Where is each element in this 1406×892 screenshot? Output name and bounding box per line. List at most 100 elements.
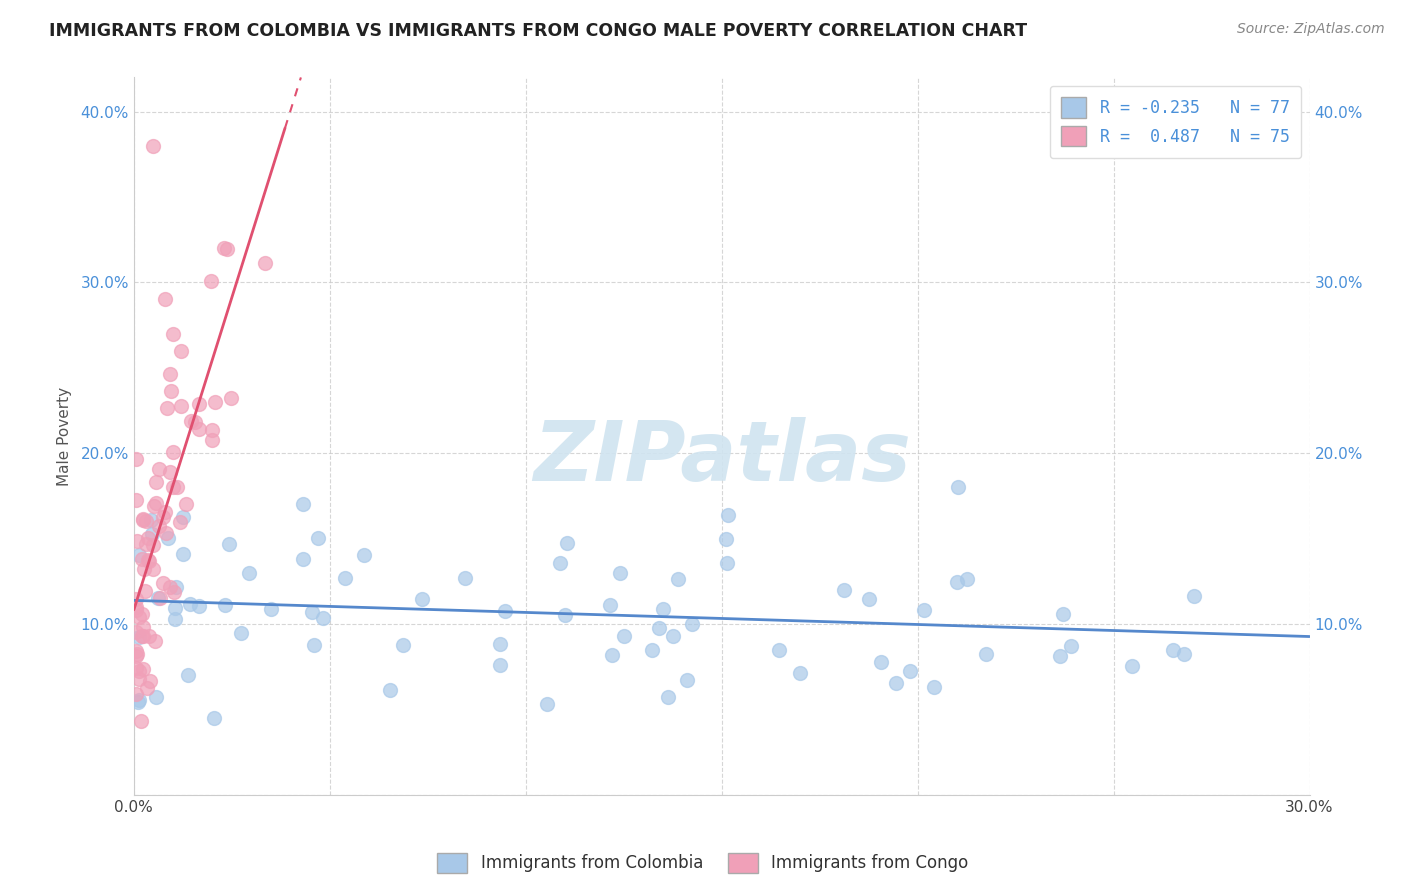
- Point: [162, 326, 184, 341]
- Point: [163, 612, 186, 626]
- Point: [136, 681, 159, 695]
- Point: [221, 391, 243, 405]
- Point: [946, 480, 969, 494]
- Point: [600, 648, 623, 662]
- Point: [254, 256, 277, 270]
- Point: [138, 629, 160, 643]
- Point: [392, 638, 415, 652]
- Point: [184, 415, 207, 429]
- Point: [142, 562, 165, 576]
- Point: [125, 660, 148, 674]
- Point: [555, 536, 578, 550]
- Point: [125, 624, 148, 639]
- Point: [142, 538, 165, 552]
- Point: [717, 508, 740, 523]
- Point: [212, 241, 235, 255]
- Point: [187, 599, 209, 614]
- Point: [657, 690, 679, 705]
- Point: [131, 629, 153, 643]
- Point: [652, 602, 675, 616]
- Point: [160, 384, 183, 399]
- Point: [307, 531, 329, 545]
- Point: [204, 395, 226, 409]
- Point: [155, 293, 177, 307]
- Point: [789, 665, 811, 680]
- Point: [135, 537, 157, 551]
- Point: [176, 497, 198, 511]
- Point: [159, 367, 181, 381]
- Point: [170, 400, 193, 414]
- Point: [832, 583, 855, 598]
- Point: [946, 575, 969, 590]
- Point: [142, 138, 165, 153]
- Point: [156, 401, 179, 416]
- Point: [956, 572, 979, 586]
- Point: [200, 274, 222, 288]
- Point: [125, 687, 148, 701]
- Point: [148, 518, 170, 533]
- Point: [132, 512, 155, 526]
- Point: [716, 556, 738, 570]
- Point: [125, 599, 148, 614]
- Point: [548, 556, 571, 570]
- Point: [1161, 643, 1184, 657]
- Point: [301, 605, 323, 619]
- Point: [145, 690, 167, 704]
- Point: [125, 648, 148, 663]
- Point: [488, 637, 510, 651]
- Point: [125, 493, 148, 508]
- Point: [858, 591, 880, 606]
- Point: [454, 571, 477, 585]
- Point: [662, 629, 685, 643]
- Point: [159, 465, 181, 479]
- Point: [159, 580, 181, 594]
- Point: [214, 599, 236, 613]
- Point: [411, 591, 433, 606]
- Point: [870, 655, 893, 669]
- Point: [127, 534, 149, 549]
- Point: [260, 602, 283, 616]
- Point: [136, 531, 159, 545]
- Point: [217, 242, 239, 256]
- Point: [884, 675, 907, 690]
- Text: Source: ZipAtlas.com: Source: ZipAtlas.com: [1237, 22, 1385, 37]
- Point: [162, 445, 184, 459]
- Point: [609, 566, 631, 581]
- Point: [131, 620, 153, 634]
- Point: [335, 571, 357, 585]
- Point: [131, 628, 153, 642]
- Point: [125, 592, 148, 607]
- Point: [143, 633, 166, 648]
- Point: [148, 462, 170, 476]
- Point: [129, 714, 152, 729]
- Point: [177, 668, 200, 682]
- Point: [172, 510, 194, 524]
- Point: [1173, 647, 1195, 661]
- Point: [152, 576, 174, 591]
- Point: [146, 591, 169, 605]
- Point: [132, 562, 155, 576]
- Point: [135, 514, 157, 528]
- Point: [922, 681, 945, 695]
- Point: [127, 647, 149, 661]
- Point: [169, 515, 191, 529]
- Point: [353, 548, 375, 562]
- Point: [1182, 589, 1205, 603]
- Point: [312, 610, 335, 624]
- Legend: R = -0.235   N = 77, R =  0.487   N = 75: R = -0.235 N = 77, R = 0.487 N = 75: [1049, 86, 1301, 158]
- Point: [128, 630, 150, 644]
- Point: [125, 644, 148, 658]
- Point: [125, 602, 148, 616]
- Point: [599, 598, 621, 612]
- Point: [489, 657, 512, 672]
- Point: [768, 643, 790, 657]
- Point: [180, 414, 202, 428]
- Point: [155, 525, 177, 540]
- Point: [128, 664, 150, 678]
- Point: [1060, 639, 1083, 653]
- Point: [292, 497, 315, 511]
- Point: [152, 510, 174, 524]
- Point: [131, 607, 153, 621]
- Text: ZIPatlas: ZIPatlas: [533, 417, 911, 498]
- Point: [132, 662, 155, 676]
